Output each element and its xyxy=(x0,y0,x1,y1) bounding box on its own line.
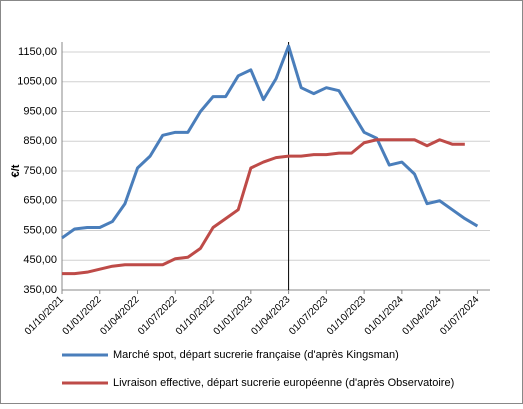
y-tick-label: 650,00 xyxy=(23,195,57,207)
y-tick-label: 850,00 xyxy=(23,135,57,147)
y-tick-label: 1050,00 xyxy=(17,76,57,88)
y-tick-label: 550,00 xyxy=(23,224,57,236)
y-tick-label: 950,00 xyxy=(23,105,57,117)
series-line xyxy=(62,138,465,276)
legend-label: Livraison effective, départ sucrerie eur… xyxy=(113,377,454,389)
y-axis-label: €/t xyxy=(10,164,22,177)
y-tick-label: 750,00 xyxy=(23,165,57,177)
series-line xyxy=(61,44,479,240)
legend-label: Marché spot, départ sucrerie française (… xyxy=(113,349,399,361)
y-tick-label: 450,00 xyxy=(23,254,57,266)
y-tick-label: 1150,00 xyxy=(18,46,57,58)
y-tick-label: 350,00 xyxy=(23,284,57,296)
